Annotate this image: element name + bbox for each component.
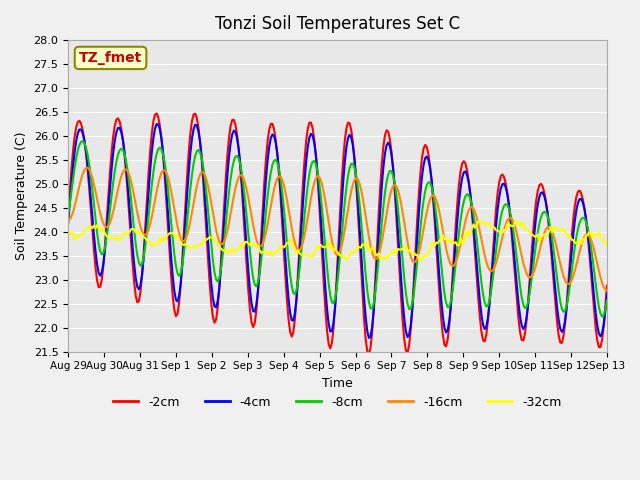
Line: -8cm: -8cm bbox=[68, 141, 607, 316]
-4cm bbox=[603, 291, 611, 297]
X-axis label: Time: Time bbox=[322, 377, 353, 390]
Line: -4cm: -4cm bbox=[68, 124, 607, 338]
-16cm bbox=[368, 250, 376, 255]
-16cm bbox=[64, 217, 72, 223]
-8cm bbox=[513, 256, 521, 262]
Line: -16cm: -16cm bbox=[68, 168, 607, 290]
Legend: -2cm, -4cm, -8cm, -16cm, -32cm: -2cm, -4cm, -8cm, -16cm, -32cm bbox=[108, 391, 567, 414]
-2cm bbox=[227, 123, 234, 129]
-32cm bbox=[183, 243, 191, 249]
-4cm bbox=[370, 308, 378, 313]
Line: -2cm: -2cm bbox=[68, 113, 607, 355]
Text: TZ_fmet: TZ_fmet bbox=[79, 51, 142, 65]
-2cm bbox=[365, 352, 372, 358]
-8cm bbox=[185, 201, 193, 207]
-4cm bbox=[365, 335, 372, 341]
-16cm bbox=[513, 231, 521, 237]
-8cm bbox=[507, 211, 515, 217]
-32cm bbox=[71, 237, 79, 242]
-8cm bbox=[71, 165, 79, 171]
-4cm bbox=[227, 140, 234, 146]
-8cm bbox=[79, 138, 86, 144]
Title: Tonzi Soil Temperatures Set C: Tonzi Soil Temperatures Set C bbox=[215, 15, 460, 33]
-16cm bbox=[227, 211, 234, 217]
-8cm bbox=[227, 176, 234, 182]
-2cm bbox=[370, 306, 378, 312]
-8cm bbox=[603, 297, 611, 303]
-16cm bbox=[185, 226, 193, 231]
-4cm bbox=[185, 169, 193, 175]
-32cm bbox=[367, 249, 374, 254]
-8cm bbox=[598, 313, 606, 319]
-32cm bbox=[417, 257, 424, 263]
-32cm bbox=[507, 222, 515, 228]
-16cm bbox=[84, 165, 92, 170]
-16cm bbox=[603, 288, 611, 293]
-32cm bbox=[603, 243, 611, 249]
-32cm bbox=[515, 219, 522, 225]
-2cm bbox=[64, 212, 72, 217]
-2cm bbox=[508, 236, 516, 242]
-32cm bbox=[511, 218, 519, 224]
-2cm bbox=[71, 134, 79, 140]
-4cm bbox=[64, 220, 72, 226]
-32cm bbox=[225, 250, 233, 255]
Line: -32cm: -32cm bbox=[68, 221, 607, 260]
-2cm bbox=[153, 110, 161, 116]
-2cm bbox=[185, 149, 193, 155]
-16cm bbox=[71, 204, 79, 209]
-4cm bbox=[515, 300, 522, 306]
-32cm bbox=[64, 228, 72, 233]
Y-axis label: Soil Temperature (C): Soil Temperature (C) bbox=[15, 132, 28, 260]
-2cm bbox=[515, 316, 522, 322]
-2cm bbox=[603, 283, 611, 288]
-4cm bbox=[153, 121, 161, 127]
-16cm bbox=[507, 215, 515, 221]
-8cm bbox=[368, 306, 376, 312]
-4cm bbox=[508, 229, 516, 235]
-4cm bbox=[71, 150, 79, 156]
-8cm bbox=[64, 212, 72, 218]
